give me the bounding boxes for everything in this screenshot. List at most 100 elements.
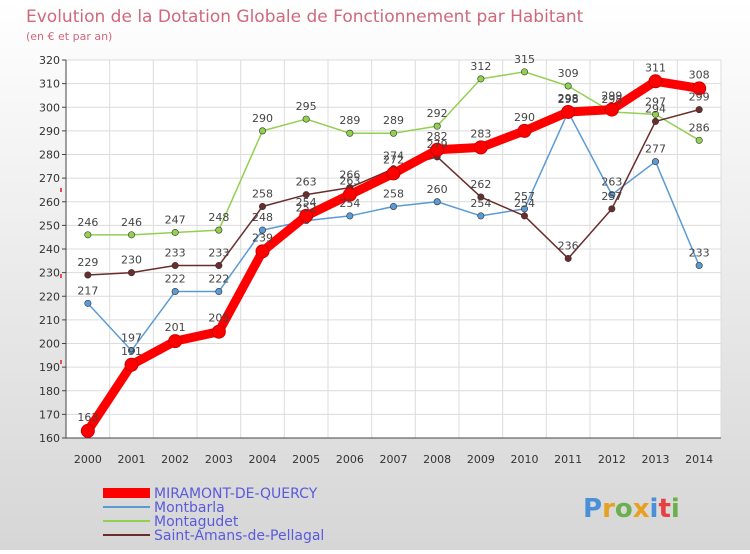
axes: 160 170 180 190 200 210 220 230 240 250 260 270 280 2… xyxy=(39,54,721,466)
data-label: 254 xyxy=(470,197,491,210)
data-label: 222 xyxy=(208,273,229,286)
data-label: 274 xyxy=(383,150,404,163)
data-label: 315 xyxy=(514,53,535,66)
y-tick-label: 190 xyxy=(39,361,60,374)
x-tick-label: 2011 xyxy=(554,453,582,466)
data-label: 258 xyxy=(383,187,404,200)
brand-letter: t xyxy=(658,494,670,524)
data-label: 297 xyxy=(645,95,666,108)
data-label: 233 xyxy=(689,247,710,260)
data-label: 217 xyxy=(77,284,98,297)
legend-label: Montbarla xyxy=(154,500,225,516)
data-point xyxy=(389,129,397,137)
y-tick-label: 180 xyxy=(39,385,60,398)
data-label: 309 xyxy=(558,67,579,80)
data-label: 298 xyxy=(558,92,579,105)
legend-label: Montagudet xyxy=(154,514,239,530)
data-point xyxy=(651,158,659,166)
data-label: 260 xyxy=(427,183,448,196)
data-point xyxy=(608,205,616,213)
data-label: 236 xyxy=(558,239,579,252)
x-tick-label: 2002 xyxy=(161,453,189,466)
chart-subtitle: (en € et par an) xyxy=(26,30,112,43)
data-label: 254 xyxy=(339,197,360,210)
x-tick-label: 2010 xyxy=(511,453,539,466)
data-point xyxy=(520,212,528,220)
y-tick-label: 320 xyxy=(39,54,60,67)
data-point xyxy=(430,142,445,157)
data-point xyxy=(346,129,354,137)
data-label: 266 xyxy=(339,169,360,182)
data-point xyxy=(695,136,703,144)
x-tick-label: 2003 xyxy=(205,453,233,466)
y-tick-label: 280 xyxy=(39,149,60,162)
y-tick-label: 210 xyxy=(39,314,60,327)
y-tick-label: 160 xyxy=(39,432,60,445)
brand-letter: i xyxy=(650,494,659,524)
data-label: 294 xyxy=(645,102,666,115)
y-tick-label: 200 xyxy=(39,338,60,351)
data-label: 233 xyxy=(208,247,229,260)
data-label: 257 xyxy=(514,190,535,203)
data-label: 246 xyxy=(121,216,142,229)
y-tick-label: 270 xyxy=(39,172,60,185)
data-point xyxy=(80,423,95,438)
data-point xyxy=(564,82,572,90)
data-point xyxy=(695,106,703,114)
data-point xyxy=(520,205,528,213)
data-point xyxy=(171,228,179,236)
data-label: 290 xyxy=(514,111,535,124)
data-point xyxy=(648,74,663,89)
data-point xyxy=(168,334,183,349)
data-label: 279 xyxy=(427,138,448,151)
data-label: 248 xyxy=(252,211,273,224)
data-label: 233 xyxy=(165,247,186,260)
data-point xyxy=(258,202,266,210)
data-label: 230 xyxy=(121,254,142,267)
data-label: 205 xyxy=(208,312,229,325)
data-point xyxy=(302,115,310,123)
brand-letter: o xyxy=(615,494,633,524)
y-tick-label: 230 xyxy=(39,267,60,280)
data-point xyxy=(258,127,266,135)
data-label: 246 xyxy=(77,216,98,229)
data-point xyxy=(520,68,528,76)
data-point xyxy=(84,299,92,307)
data-label: 289 xyxy=(383,114,404,127)
y-tick-label: 290 xyxy=(39,125,60,138)
data-point xyxy=(608,191,616,199)
data-label: 229 xyxy=(77,256,98,269)
data-point xyxy=(651,110,659,118)
data-label: 298 xyxy=(601,93,622,106)
data-point xyxy=(389,202,397,210)
data-label: 289 xyxy=(339,114,360,127)
data-label: 254 xyxy=(296,196,317,209)
y-tick-label: 310 xyxy=(39,78,60,91)
data-point xyxy=(215,288,223,296)
brand-letter: x xyxy=(633,494,650,524)
data-label: 283 xyxy=(470,127,491,140)
data-point xyxy=(386,166,401,181)
data-label: 191 xyxy=(121,345,142,358)
data-point xyxy=(84,271,92,279)
data-point xyxy=(128,269,136,277)
data-point xyxy=(84,231,92,239)
data-label: 263 xyxy=(296,176,317,189)
data-label: 247 xyxy=(165,213,186,226)
legend: MIRAMONT-DE-QUERCYMontbarlaMontagudetSai… xyxy=(103,486,324,544)
x-tick-label: 2006 xyxy=(336,453,364,466)
data-point xyxy=(433,122,441,130)
data-point xyxy=(695,262,703,270)
x-tick-label: 2012 xyxy=(598,453,626,466)
data-label: 298 xyxy=(558,93,579,106)
x-tick-label: 2007 xyxy=(380,453,408,466)
data-point xyxy=(433,198,441,206)
data-label: 282 xyxy=(427,130,448,143)
x-tick-label: 2004 xyxy=(249,453,277,466)
data-point xyxy=(128,231,136,239)
data-label: 262 xyxy=(470,178,491,191)
data-label: 277 xyxy=(645,143,666,156)
x-tick-label: 2009 xyxy=(467,453,495,466)
y-tick-label: 240 xyxy=(39,243,60,256)
